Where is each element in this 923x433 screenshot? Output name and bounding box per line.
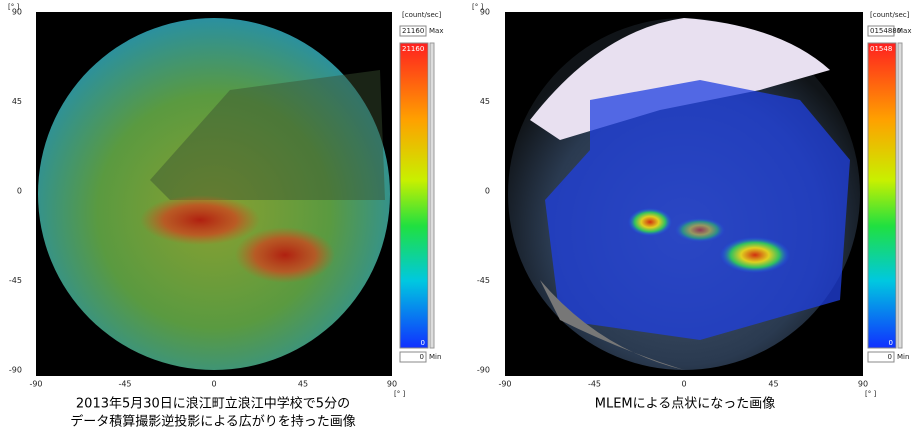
x-tick-label: 90	[387, 380, 397, 389]
slider	[897, 42, 903, 349]
caption: 2013年5月30日に浪江町立浪江中学校で5分の	[76, 396, 350, 412]
max-value: 0154880	[870, 27, 901, 35]
y-tick-label: -90	[9, 366, 22, 375]
y-unit: [° ]	[472, 3, 483, 11]
left-image	[36, 12, 392, 376]
y-tick-label: 90	[480, 8, 490, 17]
y-tick-label: 45	[480, 97, 490, 106]
min-label: Min	[897, 353, 909, 361]
max-label: Max	[429, 27, 443, 35]
right-image	[505, 12, 863, 376]
x-unit: [° ]	[865, 390, 876, 398]
x-tick-label: -45	[588, 380, 601, 389]
max-box	[399, 25, 427, 37]
colorbar-top: 01548	[870, 45, 892, 53]
x-tick-label: 90	[858, 380, 868, 389]
caption: データ積算撮影逆投影による広がりを持った画像	[70, 414, 356, 430]
max-box	[867, 25, 895, 37]
colorbar-unit: [count/sec]	[402, 11, 442, 19]
x-tick-label: 0	[681, 380, 686, 389]
y-tick-label: -90	[477, 366, 490, 375]
x-tick-label: -90	[29, 380, 42, 389]
colorbar-unit: [count/sec]	[870, 11, 910, 19]
slider	[429, 42, 435, 349]
colorbar-top: 21160	[402, 45, 424, 53]
y-tick-label: -45	[9, 276, 22, 285]
x-tick-label: -45	[118, 380, 131, 389]
y-tick-label: 0	[17, 187, 22, 196]
y-tick-label: 0	[485, 187, 490, 196]
y-tick-label: 90	[12, 8, 22, 17]
colorbar	[399, 42, 429, 349]
colorbar-bottom: 0	[889, 339, 893, 347]
colorbar	[867, 42, 897, 349]
min-box	[399, 351, 427, 363]
colorbar-bottom: 0	[421, 339, 425, 347]
x-tick-label: 45	[298, 380, 308, 389]
max-label: Max	[897, 27, 911, 35]
min-label: Min	[429, 353, 441, 361]
y-unit: [° ]	[8, 3, 19, 11]
caption: MLEMによる点状になった画像	[595, 397, 776, 412]
x-tick-label: 0	[211, 380, 216, 389]
min-value: 0	[888, 353, 892, 361]
max-value: 21160	[402, 27, 424, 35]
x-tick-label: -90	[498, 380, 511, 389]
y-tick-label: 45	[12, 97, 22, 106]
min-value: 0	[420, 353, 424, 361]
min-box	[867, 351, 895, 363]
y-tick-label: -45	[477, 276, 490, 285]
x-tick-label: 45	[768, 380, 778, 389]
x-unit: [° ]	[394, 390, 405, 398]
